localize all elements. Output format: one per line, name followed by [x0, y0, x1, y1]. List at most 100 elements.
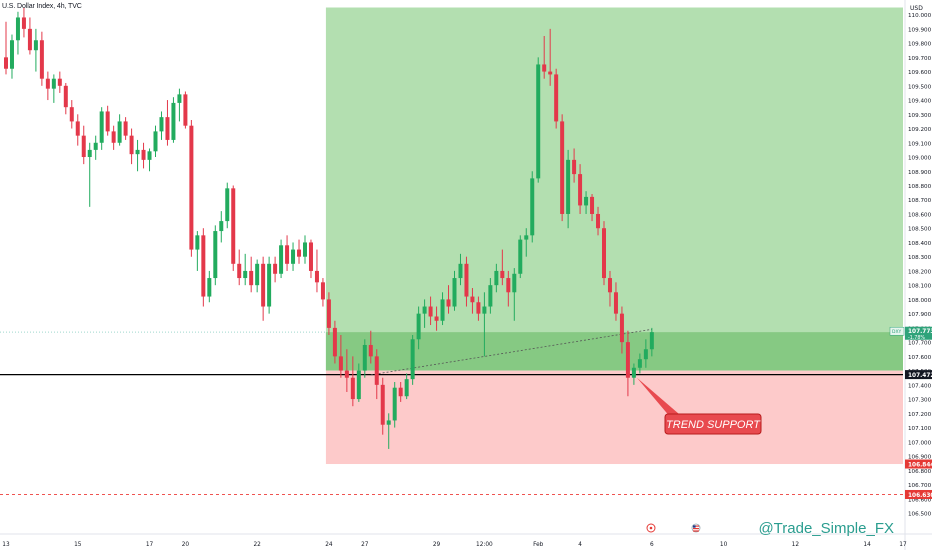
candle-body [392, 387, 397, 421]
candle-body [452, 278, 457, 307]
candle-body [279, 245, 284, 274]
candle [386, 413, 391, 449]
y-tick-label: 107.200 [908, 412, 932, 418]
candle [207, 270, 212, 303]
candle [458, 253, 463, 286]
candle [536, 57, 541, 183]
candle [225, 182, 230, 229]
candle [105, 105, 110, 136]
candle-body [362, 344, 367, 371]
candle-body [4, 57, 8, 69]
candle-body [189, 125, 194, 250]
candle-body [308, 242, 313, 271]
candle-body [332, 327, 337, 357]
candle-body [440, 299, 445, 321]
candle-body [171, 102, 176, 140]
candle-body [464, 263, 469, 297]
candle-body [500, 270, 505, 279]
y-tick-label: 109.000 [908, 156, 932, 162]
candle [590, 194, 595, 222]
flag-canton [693, 525, 696, 528]
y-tick-label: 107.700 [908, 341, 932, 347]
candle [548, 28, 553, 86]
candle-body [123, 121, 128, 136]
candle [518, 235, 523, 279]
candle [111, 125, 116, 150]
candle [183, 91, 188, 129]
candle-body [410, 339, 415, 380]
x-tick-label: 13 [2, 542, 10, 548]
target-zone [325, 7, 903, 371]
candle [494, 263, 499, 293]
candle-body [159, 117, 164, 132]
candle [440, 292, 445, 326]
candle [135, 139, 140, 172]
candle [153, 125, 158, 158]
x-tick-label: 15 [74, 542, 82, 548]
candle-body [596, 213, 601, 229]
candle-body [105, 111, 110, 132]
candle-body [572, 159, 577, 175]
lower-level-tag-bg [905, 489, 932, 499]
x-tick-label: 17 [899, 542, 907, 548]
price-axis-bg [905, 0, 932, 550]
candle-body [207, 278, 212, 297]
candle-body [350, 377, 355, 400]
candle [51, 74, 56, 103]
candle [434, 306, 439, 331]
candle-body [219, 221, 224, 232]
candle-body [613, 292, 618, 314]
candle-body [619, 313, 624, 343]
candle [602, 221, 606, 286]
candle [643, 339, 648, 368]
y-tick-label: 109.400 [908, 99, 932, 105]
candle [15, 11, 20, 55]
candle-body [183, 94, 188, 126]
candle [607, 270, 612, 307]
candle-body [261, 263, 266, 307]
candle-body [637, 359, 642, 368]
stop-zone [325, 370, 903, 465]
candle-body [195, 235, 200, 250]
candle-body [320, 282, 325, 300]
candle-body [213, 231, 218, 279]
y-tick-label: 108.500 [908, 227, 932, 233]
candle-body [530, 178, 535, 236]
candle [410, 335, 415, 385]
y-tick-label: 107.100 [908, 426, 932, 432]
candle-body [631, 367, 636, 378]
x-tick-label: 24 [325, 542, 333, 548]
candle [314, 249, 319, 293]
candle [560, 114, 565, 222]
candle [285, 235, 290, 271]
candle-body [386, 420, 391, 425]
candle [320, 278, 325, 307]
candle [63, 82, 68, 115]
candle-body [566, 159, 571, 214]
candle-body [27, 28, 32, 51]
x-tick-label: 17 [146, 542, 154, 548]
candle [512, 268, 517, 321]
candle [482, 292, 487, 357]
candle-body [554, 74, 559, 122]
candle [530, 171, 535, 243]
candle-body [111, 131, 116, 143]
candle-body [584, 196, 589, 206]
candle-body [404, 379, 409, 397]
support-price-tag: 107.472 [908, 373, 932, 379]
candle [619, 306, 624, 354]
candle [57, 71, 62, 93]
badge-price: 107.773 [908, 329, 932, 335]
candle [21, 7, 26, 38]
candle-body [607, 278, 612, 293]
candle [87, 142, 92, 207]
candle-body [326, 299, 331, 328]
candle [524, 228, 529, 257]
candle [566, 149, 571, 229]
candle [243, 253, 248, 286]
x-tick-label: 12 [792, 542, 800, 548]
flag-stripe [693, 525, 699, 527]
candle-body [643, 349, 648, 360]
candle [117, 114, 122, 146]
